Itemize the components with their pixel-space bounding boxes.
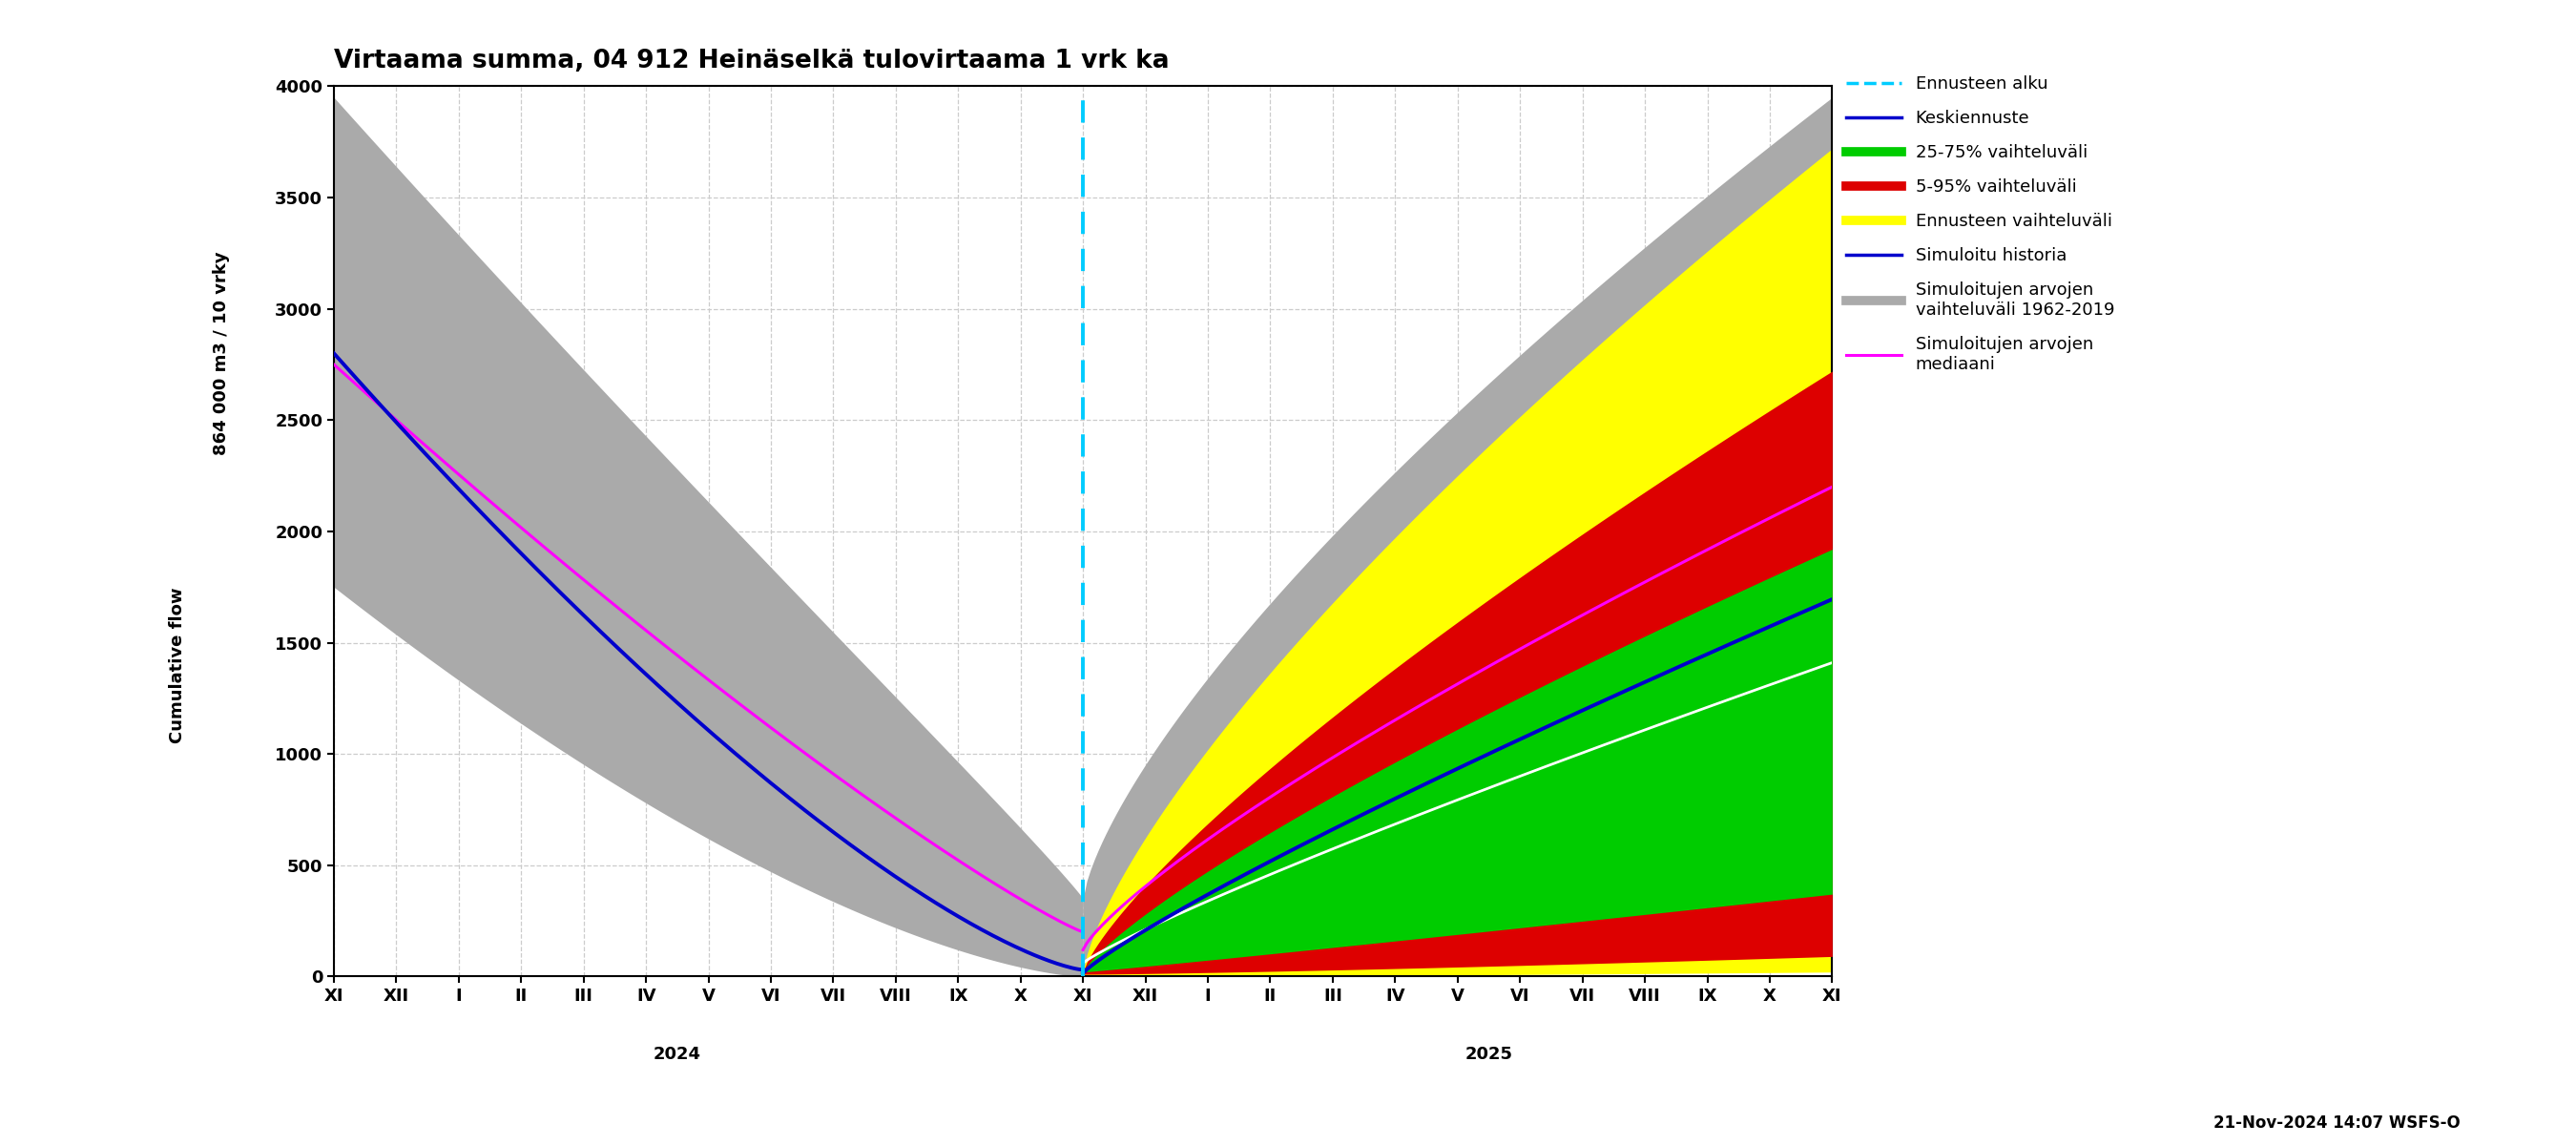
Text: 2025: 2025 — [1466, 1045, 1512, 1063]
Text: 864 000 m3 / 10 vrky: 864 000 m3 / 10 vrky — [214, 252, 229, 456]
Text: 2024: 2024 — [654, 1045, 701, 1063]
Text: 21-Nov-2024 14:07 WSFS-O: 21-Nov-2024 14:07 WSFS-O — [2213, 1114, 2460, 1131]
Text: Virtaama summa, 04 912 Heinäselkä tulovirtaama 1 vrk ka: Virtaama summa, 04 912 Heinäselkä tulovi… — [335, 48, 1170, 73]
Text: Cumulative flow: Cumulative flow — [170, 587, 185, 743]
Legend: Ennusteen alku, Keskiennuste, 25-75% vaihteluväli, 5-95% vaihteluväli, Ennusteen: Ennusteen alku, Keskiennuste, 25-75% vai… — [1839, 69, 2120, 380]
